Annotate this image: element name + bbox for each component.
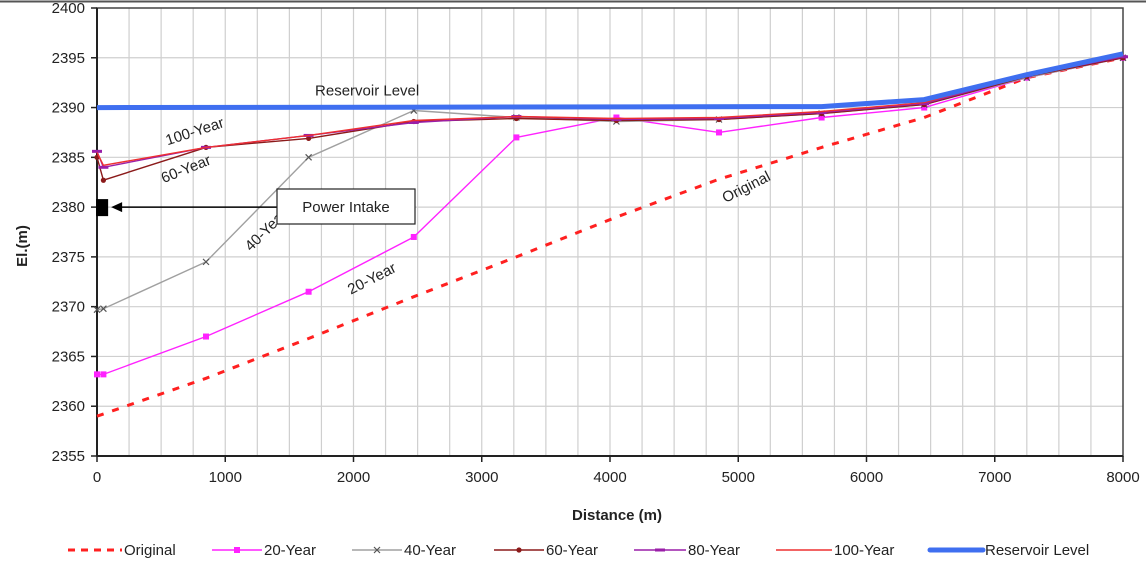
power-intake-label: Power Intake — [302, 199, 390, 216]
legend-item-reservoir-level: Reservoir Level — [927, 542, 1089, 559]
y-tick-label: 2395 — [52, 50, 85, 67]
legend-marker-20-year — [234, 547, 240, 553]
series-20-year — [94, 54, 1126, 378]
legend-item-40-year: 40-Year — [352, 542, 456, 559]
point-60-year — [306, 135, 312, 142]
gridlines — [97, 8, 1123, 456]
x-tick-labels: 0 1000 2000 3000 4000 5000 6000 7000 8000 — [93, 456, 1140, 486]
legend-marker-80-year — [655, 548, 665, 552]
point-80-year — [408, 120, 419, 124]
legend-label-reservoir-level: Reservoir Level — [985, 542, 1089, 559]
legend-item-20-year: 20-Year — [212, 542, 316, 559]
y-tick-label: 2355 — [52, 448, 85, 465]
y-tick-label: 2370 — [52, 299, 85, 316]
x-tick-label: 6000 — [850, 469, 883, 486]
y-tick-label: 2360 — [52, 398, 85, 415]
point-20-year — [94, 371, 100, 378]
point-40-year — [305, 153, 313, 161]
x-tick-label: 7000 — [978, 469, 1011, 486]
annotation-original: Original — [720, 168, 774, 207]
x-tick-label: 1000 — [209, 469, 242, 486]
y-tick-label: 2390 — [52, 100, 85, 117]
point-80-year — [714, 117, 725, 121]
legend-marker-60-year — [516, 547, 522, 553]
y-tick-label: 2385 — [52, 149, 85, 166]
power-intake-callout: Power Intake — [96, 188, 416, 225]
x-tick-label: 2000 — [337, 469, 370, 486]
point-20-year — [921, 104, 928, 111]
legend-label-40-year: 40-Year — [404, 542, 456, 559]
point-20-year — [410, 233, 417, 240]
point-20-year — [305, 288, 312, 295]
annotations: Reservoir Level100-Year60-Year40-Year20-… — [159, 83, 773, 299]
y-tick-labels: 2355 2360 2365 2370 2375 2380 2385 2390 2395 2400 — [52, 0, 97, 465]
legend-label-80-year: 80-Year — [688, 542, 740, 559]
y-tick-label: 2375 — [52, 249, 85, 266]
point-20-year — [613, 114, 620, 121]
series-lines — [92, 51, 1128, 418]
point-80-year — [919, 102, 930, 106]
legend-label-60-year: 60-Year — [546, 542, 598, 559]
legend-marker-40-year — [373, 546, 381, 554]
power-intake-box — [276, 188, 416, 225]
legend-label-original: Original — [124, 542, 176, 559]
point-40-year — [99, 305, 107, 313]
line-original — [96, 56, 1124, 418]
point-80-year — [1118, 55, 1128, 59]
y-tick-label: 2400 — [52, 0, 85, 17]
point-80-year — [816, 111, 827, 115]
point-40-year — [93, 306, 101, 314]
x-tick-label: 0 — [93, 469, 101, 486]
point-20-year — [513, 134, 520, 141]
legend-item-60-year: 60-Year — [494, 542, 598, 559]
power-intake-arrowhead — [111, 202, 123, 213]
point-40-year — [202, 258, 210, 266]
point-20-year — [818, 114, 825, 121]
legend-item-80-year: 80-Year — [634, 542, 740, 559]
legend-item-100-year: 100-Year — [776, 542, 894, 559]
point-80-year — [611, 118, 622, 122]
point-20-year — [716, 129, 723, 136]
x-tick-label: 8000 — [1106, 469, 1139, 486]
point-60-year — [100, 177, 107, 183]
point-20-year — [100, 371, 107, 378]
y-axis-label: El.(m) — [14, 225, 31, 267]
point-20-year — [203, 333, 210, 340]
series-original — [96, 56, 1124, 418]
y-tick-label: 2365 — [52, 348, 85, 365]
point-80-year — [92, 149, 102, 153]
x-axis-label: Distance (m) — [572, 507, 662, 524]
legend-item-original: Original — [68, 542, 176, 559]
line-20-year — [97, 57, 1124, 376]
power-intake-marker — [96, 199, 109, 217]
series-reservoir-level — [96, 51, 1124, 111]
legend-label-100-year: 100-Year — [834, 542, 894, 559]
line-reservoir-level — [96, 51, 1124, 111]
x-tick-label: 5000 — [722, 469, 755, 486]
y-tick-label: 2380 — [52, 199, 85, 216]
x-tick-label: 4000 — [593, 469, 626, 486]
legend: Original 20-Year 40-Year 60-Year 80-Year 100-… — [68, 542, 1089, 559]
x-tick-label: 3000 — [465, 469, 498, 486]
annotation-100-year: 100-Year — [164, 114, 227, 149]
point-80-year — [98, 165, 109, 169]
annotation-reservoir-level: Reservoir Level — [315, 83, 419, 100]
line-60-year — [96, 57, 1124, 181]
legend-label-20-year: 20-Year — [264, 542, 316, 559]
